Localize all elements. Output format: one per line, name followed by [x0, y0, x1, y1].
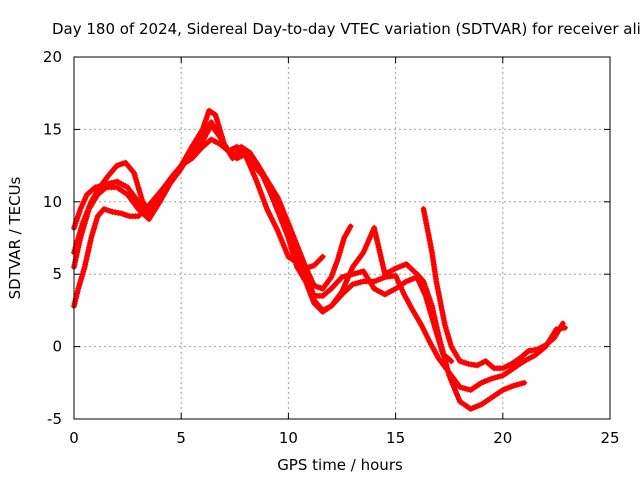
series-line — [71, 122, 354, 292]
x-tick-label: 0 — [69, 429, 79, 447]
x-tick-label: 10 — [279, 429, 298, 447]
data-point — [344, 272, 351, 279]
chart-title: Day 180 of 2024, Sidereal Day-to-day VTE… — [52, 20, 640, 38]
series-4 — [71, 136, 326, 310]
series-line — [71, 108, 568, 393]
x-tick-label: 20 — [493, 429, 512, 447]
series-1 — [71, 107, 568, 394]
y-tick-label: 0 — [52, 338, 62, 356]
data-point — [456, 384, 463, 391]
plot-frame — [73, 56, 611, 420]
x-axis-label: GPS time / hours — [277, 456, 403, 474]
data-point — [559, 320, 566, 327]
x-tick-label: 15 — [386, 429, 405, 447]
x-tick-label: 25 — [600, 429, 619, 447]
data-point — [491, 374, 498, 381]
grid — [74, 57, 610, 419]
series-3 — [71, 122, 354, 292]
y-tick-label: -5 — [47, 410, 62, 428]
y-axis-label: SDTVAR / TECUs — [6, 176, 24, 299]
data-point — [352, 280, 359, 287]
data-series — [71, 107, 568, 412]
data-point — [497, 373, 504, 380]
data-point — [339, 274, 345, 281]
data-point — [510, 382, 517, 389]
y-tick-label: 15 — [43, 120, 62, 138]
y-tick-label: 10 — [43, 193, 62, 211]
data-point — [518, 380, 525, 387]
data-point — [464, 386, 471, 393]
data-point — [521, 379, 528, 386]
y-tick-label: 5 — [52, 265, 62, 283]
data-point — [448, 358, 455, 365]
data-point — [355, 279, 362, 286]
series-line — [421, 206, 566, 371]
data-point — [515, 381, 522, 388]
data-point — [319, 253, 326, 260]
data-point — [352, 270, 359, 277]
data-point — [357, 279, 364, 286]
series-6 — [420, 206, 566, 372]
data-point — [347, 223, 354, 230]
data-point — [357, 269, 364, 276]
data-point — [349, 281, 356, 288]
data-point — [462, 385, 469, 392]
data-point — [513, 381, 520, 388]
data-point — [347, 271, 354, 278]
series-5 — [268, 191, 455, 365]
data-point — [494, 374, 501, 381]
axis-ticks: 0 5 10 15 20 25 -5 0 5 10 15 20 — [43, 48, 620, 447]
data-point — [349, 271, 356, 278]
data-point — [355, 269, 362, 276]
data-point — [459, 384, 466, 391]
data-point — [489, 375, 496, 382]
y-tick-label: 20 — [43, 48, 62, 66]
x-tick-label: 5 — [176, 429, 186, 447]
data-point — [341, 273, 348, 280]
